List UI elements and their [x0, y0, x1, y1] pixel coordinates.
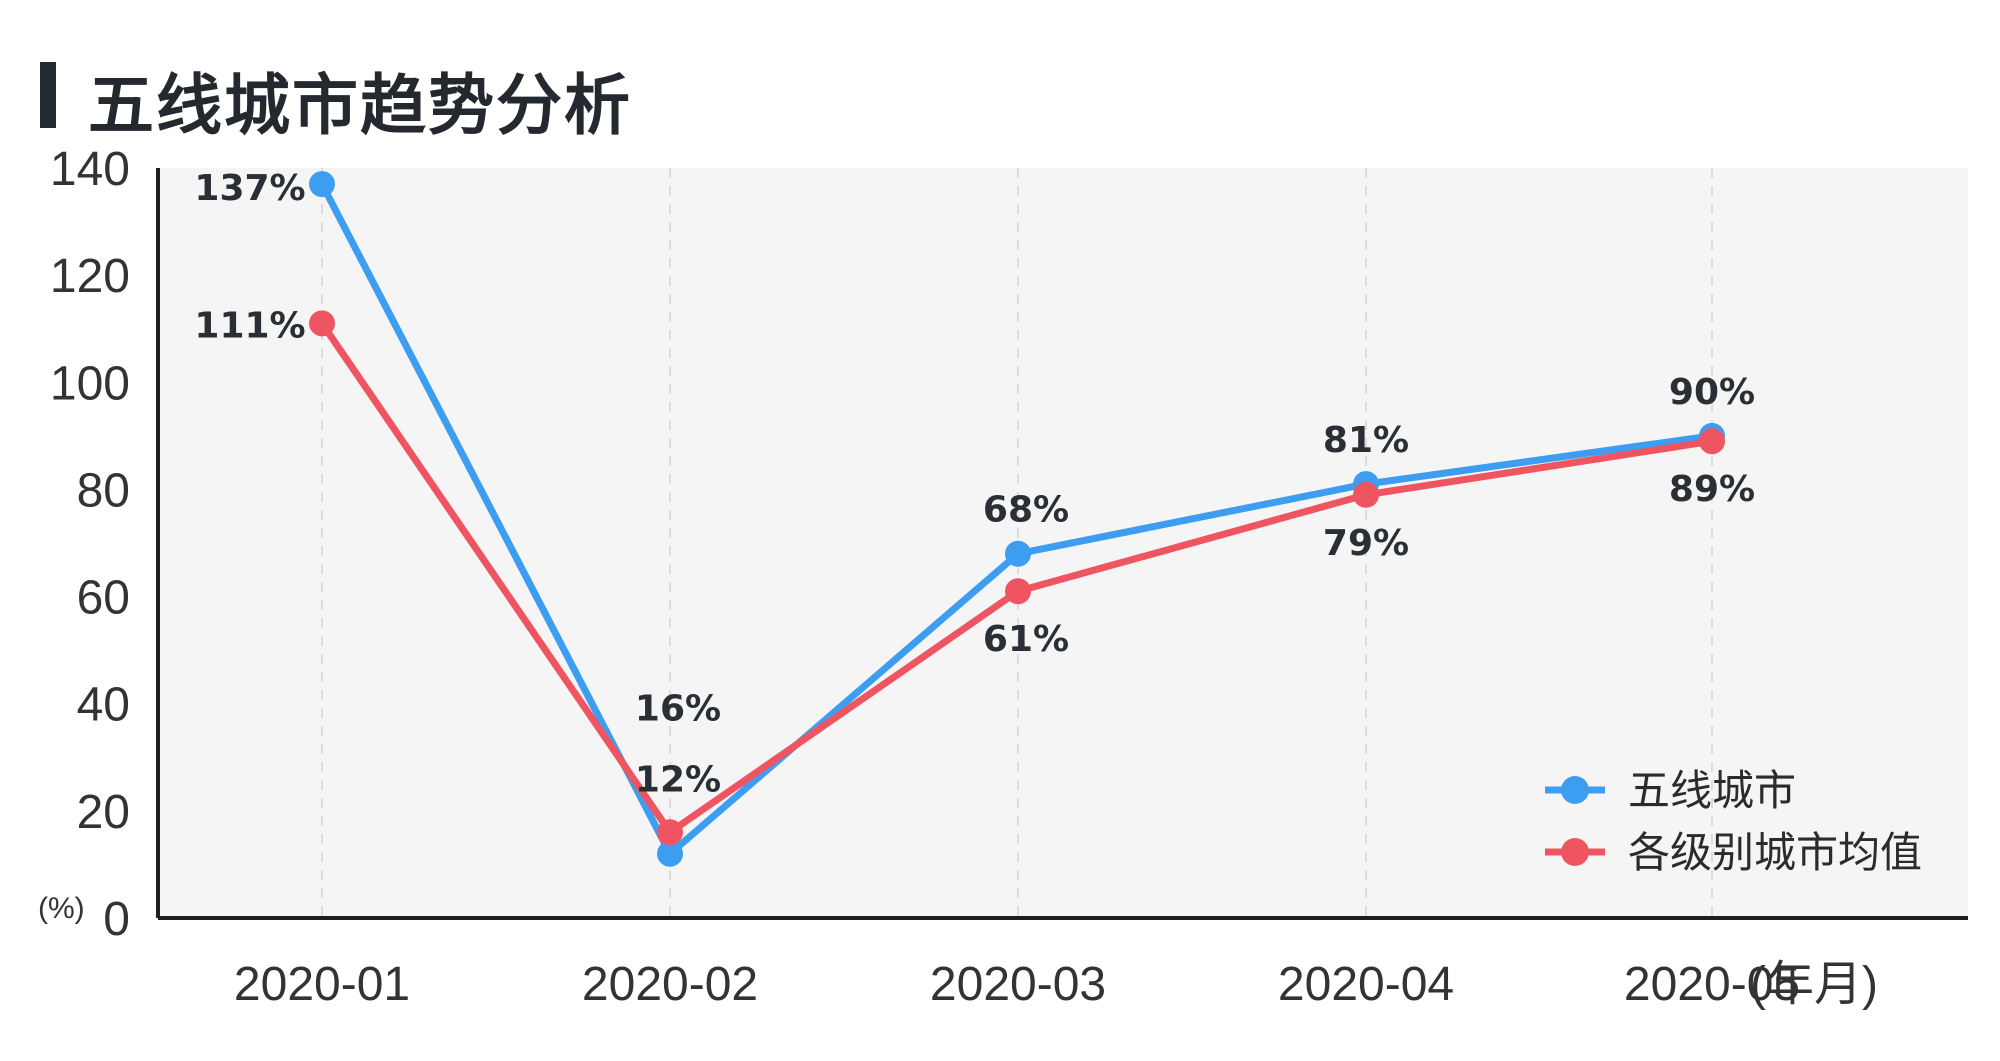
data-label: 61%	[983, 619, 1069, 660]
data-label: 81%	[1323, 420, 1409, 461]
x-unit-label: (年月)	[1750, 958, 1878, 1011]
y-tick-label: 0	[103, 893, 130, 946]
data-label: 16%	[635, 688, 721, 729]
x-tick-label: 2020-01	[234, 958, 410, 1011]
y-tick-label: 60	[77, 572, 130, 625]
data-label: 90%	[1669, 372, 1755, 413]
y-tick-label: 100	[50, 357, 130, 410]
y-tick-label: 140	[50, 143, 130, 196]
data-label: 12%	[635, 760, 721, 801]
data-point	[657, 819, 683, 846]
legend-swatch-marker	[1561, 838, 1589, 866]
legend-swatch-marker	[1561, 776, 1589, 804]
data-point	[1353, 481, 1379, 508]
y-tick-label: 40	[77, 679, 130, 732]
data-label: 89%	[1669, 469, 1755, 510]
x-tick-label: 2020-05	[1624, 958, 1800, 1011]
x-tick-label: 2020-02	[582, 958, 758, 1011]
data-label: 79%	[1323, 523, 1409, 564]
data-point	[657, 840, 683, 867]
title-accent-bar	[40, 62, 56, 128]
data-point	[309, 310, 335, 337]
x-tick-label: 2020-03	[930, 958, 1106, 1011]
data-point	[309, 171, 335, 198]
chart-title: 五线城市趋势分析	[88, 67, 632, 144]
data-point	[1005, 578, 1031, 605]
data-label: 68%	[983, 490, 1069, 531]
y-tick-label: 120	[50, 250, 130, 303]
data-label: 137%	[194, 168, 305, 209]
data-point	[1005, 540, 1031, 567]
y-tick-label: 20	[77, 786, 130, 839]
x-tick-label: 2020-04	[1278, 958, 1454, 1011]
y-tick-label: 80	[77, 464, 130, 517]
data-point	[1699, 428, 1725, 455]
data-label: 111%	[194, 305, 305, 346]
legend-label: 各级别城市均值	[1628, 828, 1922, 877]
legend-label: 五线城市	[1628, 766, 1796, 815]
y-unit-label: (%)	[38, 892, 85, 925]
